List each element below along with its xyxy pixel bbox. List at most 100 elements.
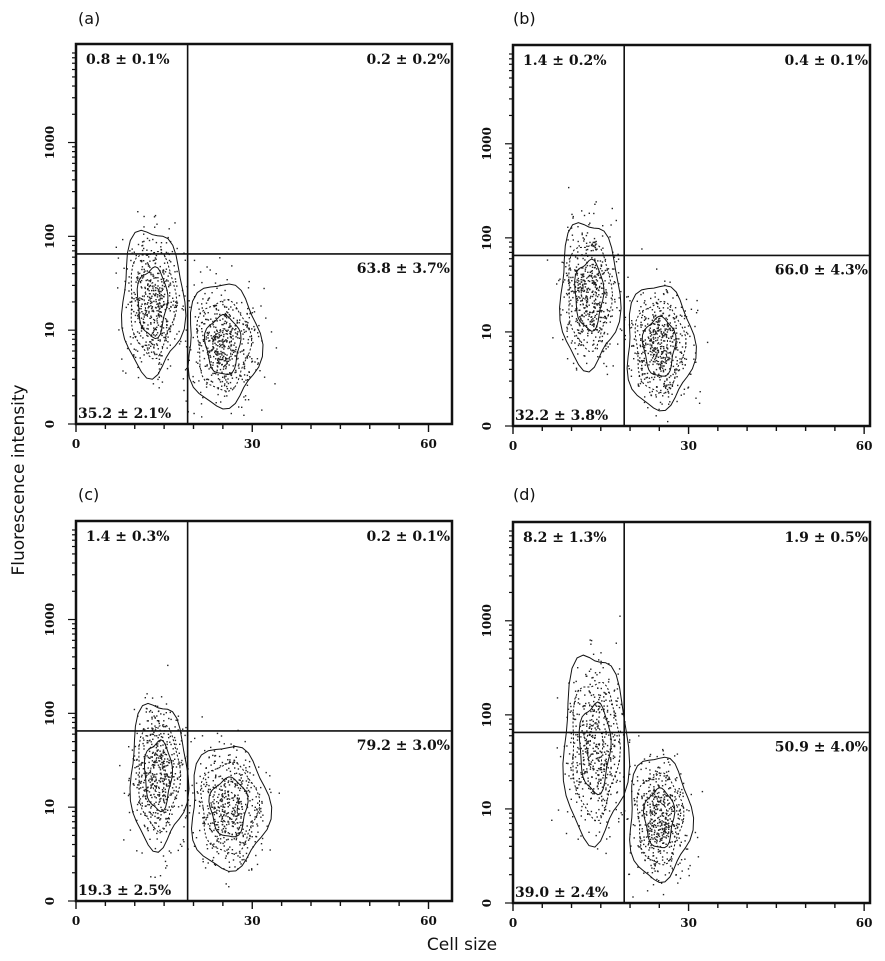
data-point — [589, 726, 591, 728]
data-point — [662, 351, 664, 353]
data-point — [207, 337, 209, 339]
data-point — [582, 750, 584, 752]
data-point — [241, 821, 243, 824]
data-point — [599, 320, 602, 323]
data-point — [165, 773, 168, 775]
data-point — [676, 777, 678, 779]
data-point — [128, 779, 130, 782]
data-point — [170, 305, 172, 308]
data-point — [177, 806, 180, 808]
data-point — [586, 301, 588, 303]
data-point — [160, 814, 162, 816]
data-point — [595, 284, 597, 286]
data-point — [650, 338, 652, 340]
data-point — [155, 747, 158, 749]
data-point — [160, 841, 162, 843]
data-point — [647, 825, 650, 827]
data-point — [599, 327, 601, 329]
data-point — [668, 828, 670, 830]
data-point — [665, 775, 667, 777]
data-point — [662, 336, 664, 338]
data-point — [579, 304, 582, 306]
data-point — [640, 381, 643, 383]
data-point — [567, 289, 569, 291]
data-point — [149, 746, 152, 749]
data-point — [604, 759, 606, 762]
data-point — [149, 770, 152, 772]
data-point — [220, 401, 222, 403]
data-point — [587, 276, 590, 278]
data-point — [581, 344, 583, 346]
data-point — [147, 349, 149, 351]
data-point — [593, 329, 595, 331]
quadrant-lower-right-label: 66.0 ± 4.3% — [775, 262, 868, 278]
data-point — [227, 798, 229, 800]
data-point — [661, 785, 664, 787]
data-point — [656, 321, 659, 323]
contour-line — [150, 755, 166, 794]
data-point — [671, 867, 673, 869]
data-point — [606, 773, 609, 776]
data-point — [648, 377, 651, 379]
data-point — [155, 812, 157, 814]
data-point — [586, 362, 588, 365]
data-point — [656, 268, 658, 270]
data-point — [613, 745, 616, 748]
data-point — [619, 615, 621, 617]
data-point — [570, 310, 573, 313]
data-point — [570, 705, 572, 708]
y-tick-label: 1000 — [43, 126, 57, 159]
data-point — [669, 352, 671, 354]
data-point — [585, 314, 587, 316]
data-point — [242, 323, 244, 325]
data-point — [605, 322, 608, 324]
data-point — [695, 361, 697, 363]
quadrant-upper-left-label: 1.4 ± 0.2% — [523, 53, 607, 69]
data-point — [231, 797, 233, 799]
data-point — [599, 301, 601, 304]
data-point — [231, 265, 233, 267]
data-point — [665, 777, 667, 779]
data-point — [678, 810, 680, 812]
data-point — [218, 793, 220, 796]
data-point — [162, 777, 164, 780]
data-point — [603, 691, 605, 694]
data-point — [206, 784, 208, 786]
data-point — [224, 763, 226, 765]
data-point — [229, 325, 231, 327]
data-point — [582, 273, 585, 275]
data-point — [584, 259, 586, 261]
data-point — [608, 678, 610, 681]
data-point — [150, 807, 152, 809]
data-point — [597, 274, 600, 277]
contour-line — [642, 787, 676, 849]
data-point — [220, 350, 222, 353]
data-point — [210, 374, 213, 376]
data-point — [168, 779, 170, 781]
data-point — [598, 696, 601, 699]
data-point — [211, 822, 214, 824]
data-point — [560, 314, 562, 316]
data-point — [602, 667, 604, 669]
data-point — [152, 812, 155, 814]
data-point — [605, 345, 607, 347]
data-point — [663, 331, 665, 333]
data-point — [656, 363, 658, 365]
data-point — [168, 286, 170, 288]
data-point — [214, 754, 217, 757]
data-point — [141, 245, 143, 247]
data-point — [213, 750, 216, 752]
data-point — [156, 322, 159, 324]
data-point — [159, 287, 161, 289]
data-point — [229, 846, 231, 848]
data-point — [579, 283, 581, 285]
data-point — [241, 301, 243, 304]
data-point — [160, 246, 162, 248]
data-point — [168, 717, 170, 720]
data-point — [162, 790, 165, 793]
data-point — [160, 305, 162, 307]
data-point — [180, 732, 182, 734]
data-point — [584, 782, 586, 785]
data-point — [620, 703, 622, 706]
data-point — [593, 791, 595, 794]
